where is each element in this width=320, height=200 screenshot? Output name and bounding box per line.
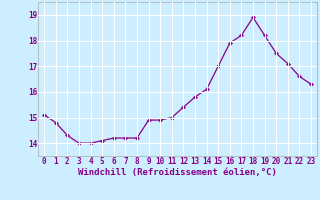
X-axis label: Windchill (Refroidissement éolien,°C): Windchill (Refroidissement éolien,°C) [78,168,277,177]
